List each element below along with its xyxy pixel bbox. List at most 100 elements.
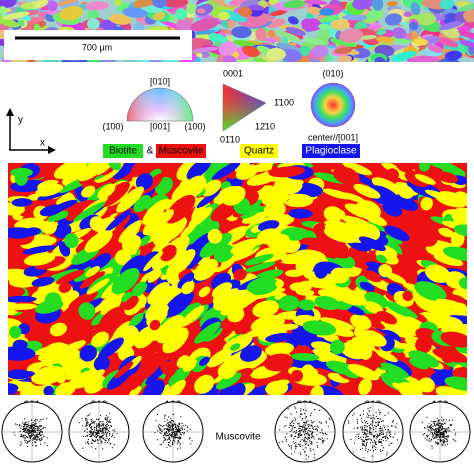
pole-point bbox=[305, 424, 307, 426]
phase-grain bbox=[331, 241, 349, 251]
phase-grain bbox=[310, 385, 324, 395]
phase-grain bbox=[91, 331, 109, 348]
phase-grain bbox=[97, 183, 116, 200]
pole-point bbox=[170, 429, 173, 431]
pole-point bbox=[360, 429, 362, 431]
pole-point bbox=[435, 443, 437, 445]
pole-point bbox=[300, 453, 302, 455]
pole-point bbox=[25, 428, 27, 430]
pole-point bbox=[295, 407, 297, 409]
pole-point bbox=[99, 425, 101, 428]
phase-grain bbox=[85, 266, 100, 277]
hemisphere-overlay bbox=[126, 87, 194, 122]
pole-point bbox=[372, 445, 374, 447]
grain bbox=[2, 11, 30, 20]
pole-point bbox=[321, 432, 323, 434]
pole-point bbox=[99, 414, 102, 416]
pole-point bbox=[85, 419, 87, 421]
phase-grain bbox=[359, 346, 373, 360]
pole-point bbox=[163, 440, 165, 442]
pole-point bbox=[23, 434, 25, 436]
phase-grain bbox=[217, 361, 238, 379]
pole-point bbox=[21, 434, 23, 436]
pole-point bbox=[108, 437, 111, 439]
pole-point bbox=[370, 434, 372, 436]
pole-point bbox=[108, 440, 110, 442]
pole-point bbox=[441, 419, 443, 421]
grain bbox=[403, 11, 413, 18]
pole-point bbox=[309, 424, 311, 426]
pole-point bbox=[16, 424, 18, 426]
phase-grain bbox=[363, 301, 384, 314]
pole-point bbox=[435, 429, 437, 431]
phase-grain bbox=[274, 379, 290, 386]
phase-grain bbox=[93, 355, 110, 372]
pole-point bbox=[170, 417, 172, 419]
pole-point bbox=[94, 420, 96, 422]
pole-point bbox=[174, 433, 177, 435]
phase-grain bbox=[298, 299, 316, 311]
pole-point bbox=[181, 428, 184, 430]
pole-point bbox=[443, 419, 445, 421]
pole-point bbox=[389, 430, 391, 432]
pole-point bbox=[365, 436, 367, 438]
grain bbox=[266, 18, 286, 29]
pole-point bbox=[288, 426, 290, 429]
phase-grain bbox=[156, 314, 185, 344]
pole-point bbox=[295, 432, 297, 434]
pole-point bbox=[39, 430, 41, 432]
pole-point bbox=[390, 443, 392, 445]
pole-point bbox=[157, 430, 159, 432]
phase-grain bbox=[342, 163, 372, 176]
phase-grain bbox=[73, 201, 106, 222]
pole-point bbox=[454, 434, 456, 436]
pole-point bbox=[179, 438, 181, 440]
pole-point bbox=[298, 433, 300, 435]
pole-point bbox=[432, 432, 434, 434]
pole-point bbox=[375, 428, 377, 430]
phase-grain bbox=[9, 325, 22, 339]
pole-point bbox=[13, 431, 15, 433]
pole-point bbox=[23, 425, 25, 427]
pole-point bbox=[306, 420, 308, 423]
pole-point bbox=[163, 437, 166, 439]
pole-point bbox=[382, 449, 384, 451]
pole-point bbox=[372, 450, 375, 452]
pole-point bbox=[172, 419, 174, 421]
pole-point bbox=[299, 429, 301, 431]
pole-point bbox=[440, 424, 442, 426]
phase-grain bbox=[265, 332, 294, 343]
pole-point bbox=[109, 412, 111, 414]
pole-point bbox=[303, 437, 305, 439]
pole-point bbox=[21, 436, 23, 438]
phase-grain bbox=[221, 185, 246, 206]
pole-point bbox=[362, 444, 364, 447]
pole-point bbox=[96, 431, 98, 433]
pole-point bbox=[39, 425, 41, 427]
pole-point bbox=[387, 438, 389, 440]
pole-point bbox=[24, 441, 27, 443]
phase-grain bbox=[207, 228, 223, 244]
pole-point bbox=[91, 429, 94, 431]
pole-point bbox=[103, 438, 105, 441]
pole-point bbox=[88, 424, 90, 426]
pole-point bbox=[169, 425, 171, 427]
pole-point bbox=[444, 422, 446, 424]
pole-point bbox=[312, 427, 314, 429]
pole-point bbox=[39, 435, 41, 437]
pole-point bbox=[436, 435, 438, 437]
pole-point bbox=[98, 419, 100, 421]
grain bbox=[17, 19, 25, 27]
phase-grain bbox=[368, 332, 379, 342]
pole-point bbox=[88, 425, 90, 427]
pole-point bbox=[166, 422, 169, 424]
phase-grain bbox=[414, 281, 447, 302]
phase-grain bbox=[323, 206, 344, 223]
pole-point bbox=[442, 439, 444, 441]
grain bbox=[0, 6, 7, 16]
pole-point bbox=[435, 436, 437, 438]
phase-grain bbox=[353, 184, 381, 199]
pole-point bbox=[437, 430, 439, 432]
pole-point bbox=[386, 452, 388, 454]
pole-point bbox=[365, 438, 367, 440]
